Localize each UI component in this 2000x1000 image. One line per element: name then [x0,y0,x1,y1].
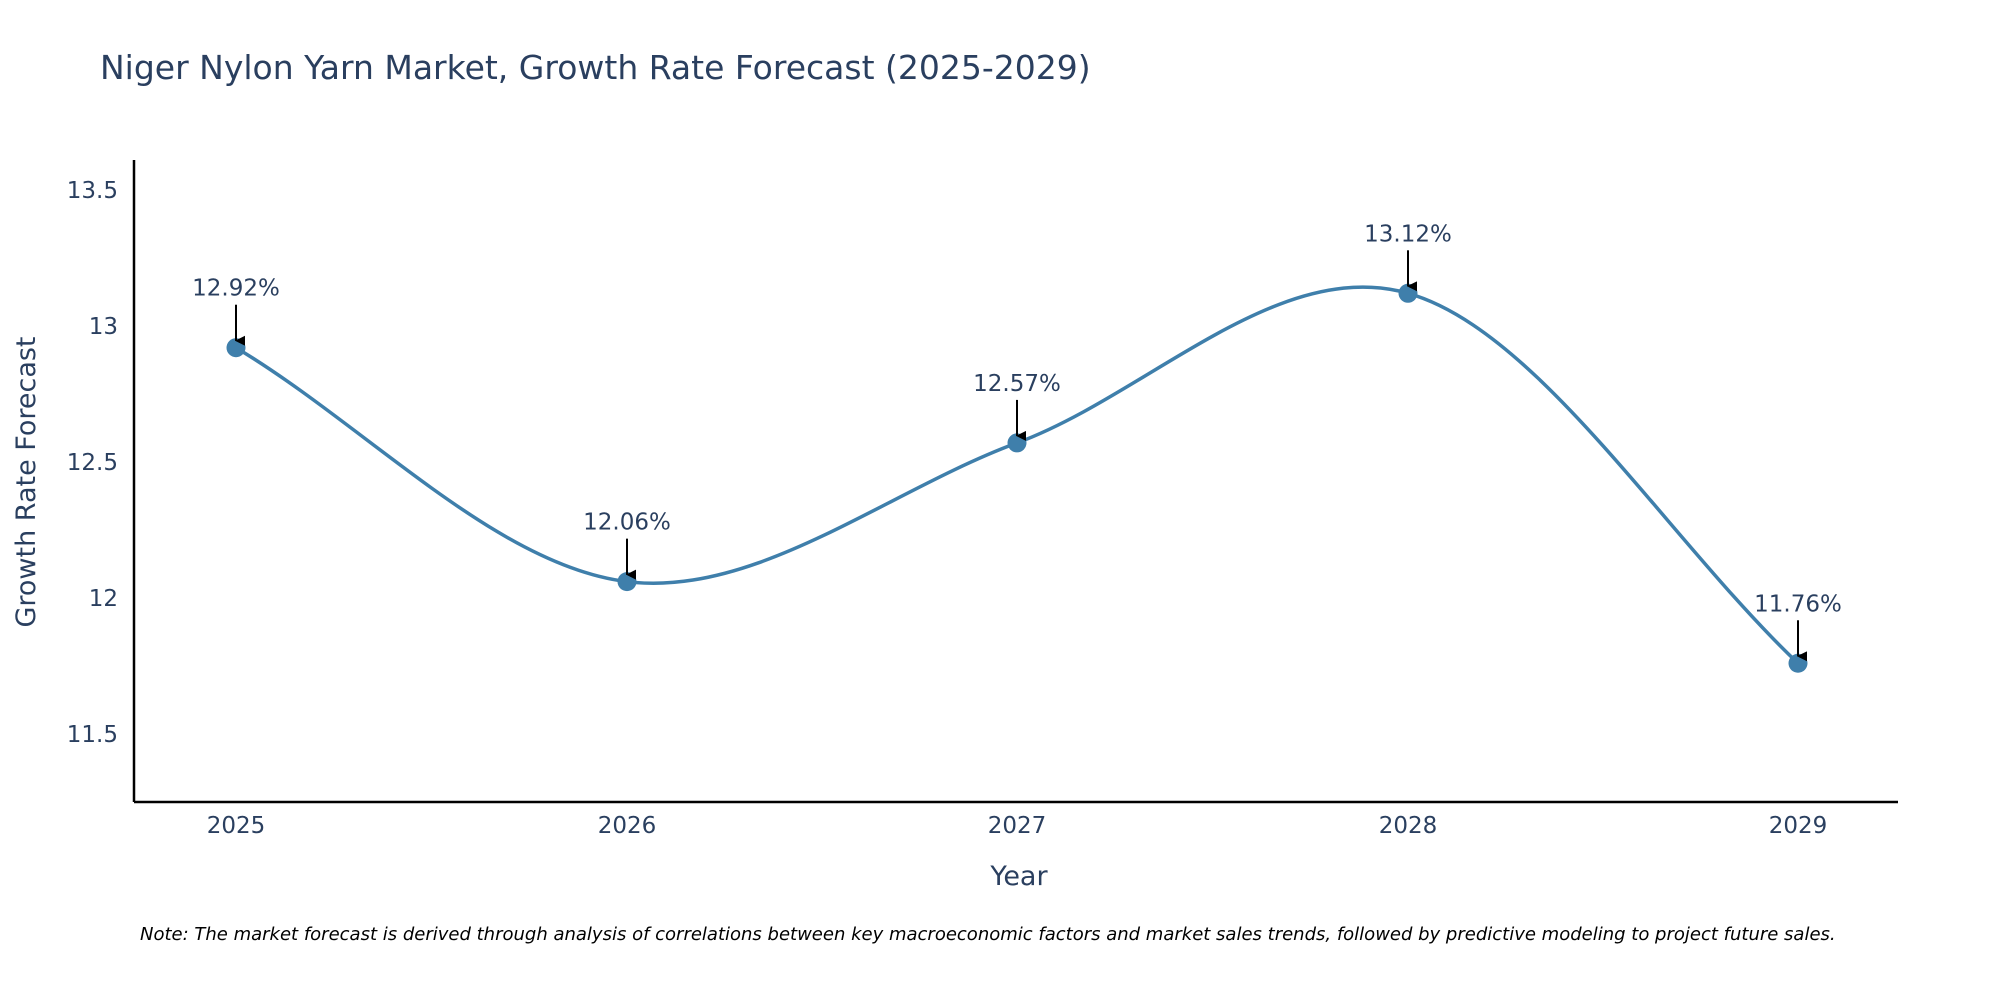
data-point[interactable] [617,572,637,592]
x-tick-label: 2028 [1379,813,1438,839]
data-point[interactable] [226,338,246,358]
x-tick-label: 2029 [1769,813,1828,839]
y-tick-label: 11.5 [67,722,118,748]
series-line [235,285,1800,665]
data-annotations: 12.92% 12.06% 12.57% 13.12% 11.76% [192,221,1842,662]
y-tick-label: 13 [89,314,118,340]
y-tick-label: 13.5 [67,178,118,204]
data-label: 11.76% [1754,591,1842,617]
chart-title: Niger Nylon Yarn Market, Growth Rate For… [100,48,1091,87]
y-axis-ticks: 11.5 12 12.5 13 13.5 [67,178,118,748]
x-axis-ticks: 2025 2026 2027 2028 2029 [207,813,1828,839]
x-tick-label: 2025 [207,813,266,839]
y-tick-label: 12 [89,586,118,612]
x-axis-title: Year [989,861,1048,892]
data-label: 13.12% [1364,221,1452,247]
data-point[interactable] [1398,283,1418,303]
data-point[interactable] [1007,433,1027,453]
chart-note: Note: The market forecast is derived thr… [140,924,1836,945]
data-label: 12.06% [583,510,671,536]
data-points [226,283,1808,673]
x-tick-label: 2026 [598,813,657,839]
y-tick-label: 12.5 [67,450,118,476]
data-label: 12.57% [973,371,1061,397]
data-point[interactable] [1788,653,1808,673]
x-tick-label: 2027 [988,813,1047,839]
data-label: 12.92% [192,276,280,302]
y-axis-title: Growth Rate Forecast [11,336,42,627]
